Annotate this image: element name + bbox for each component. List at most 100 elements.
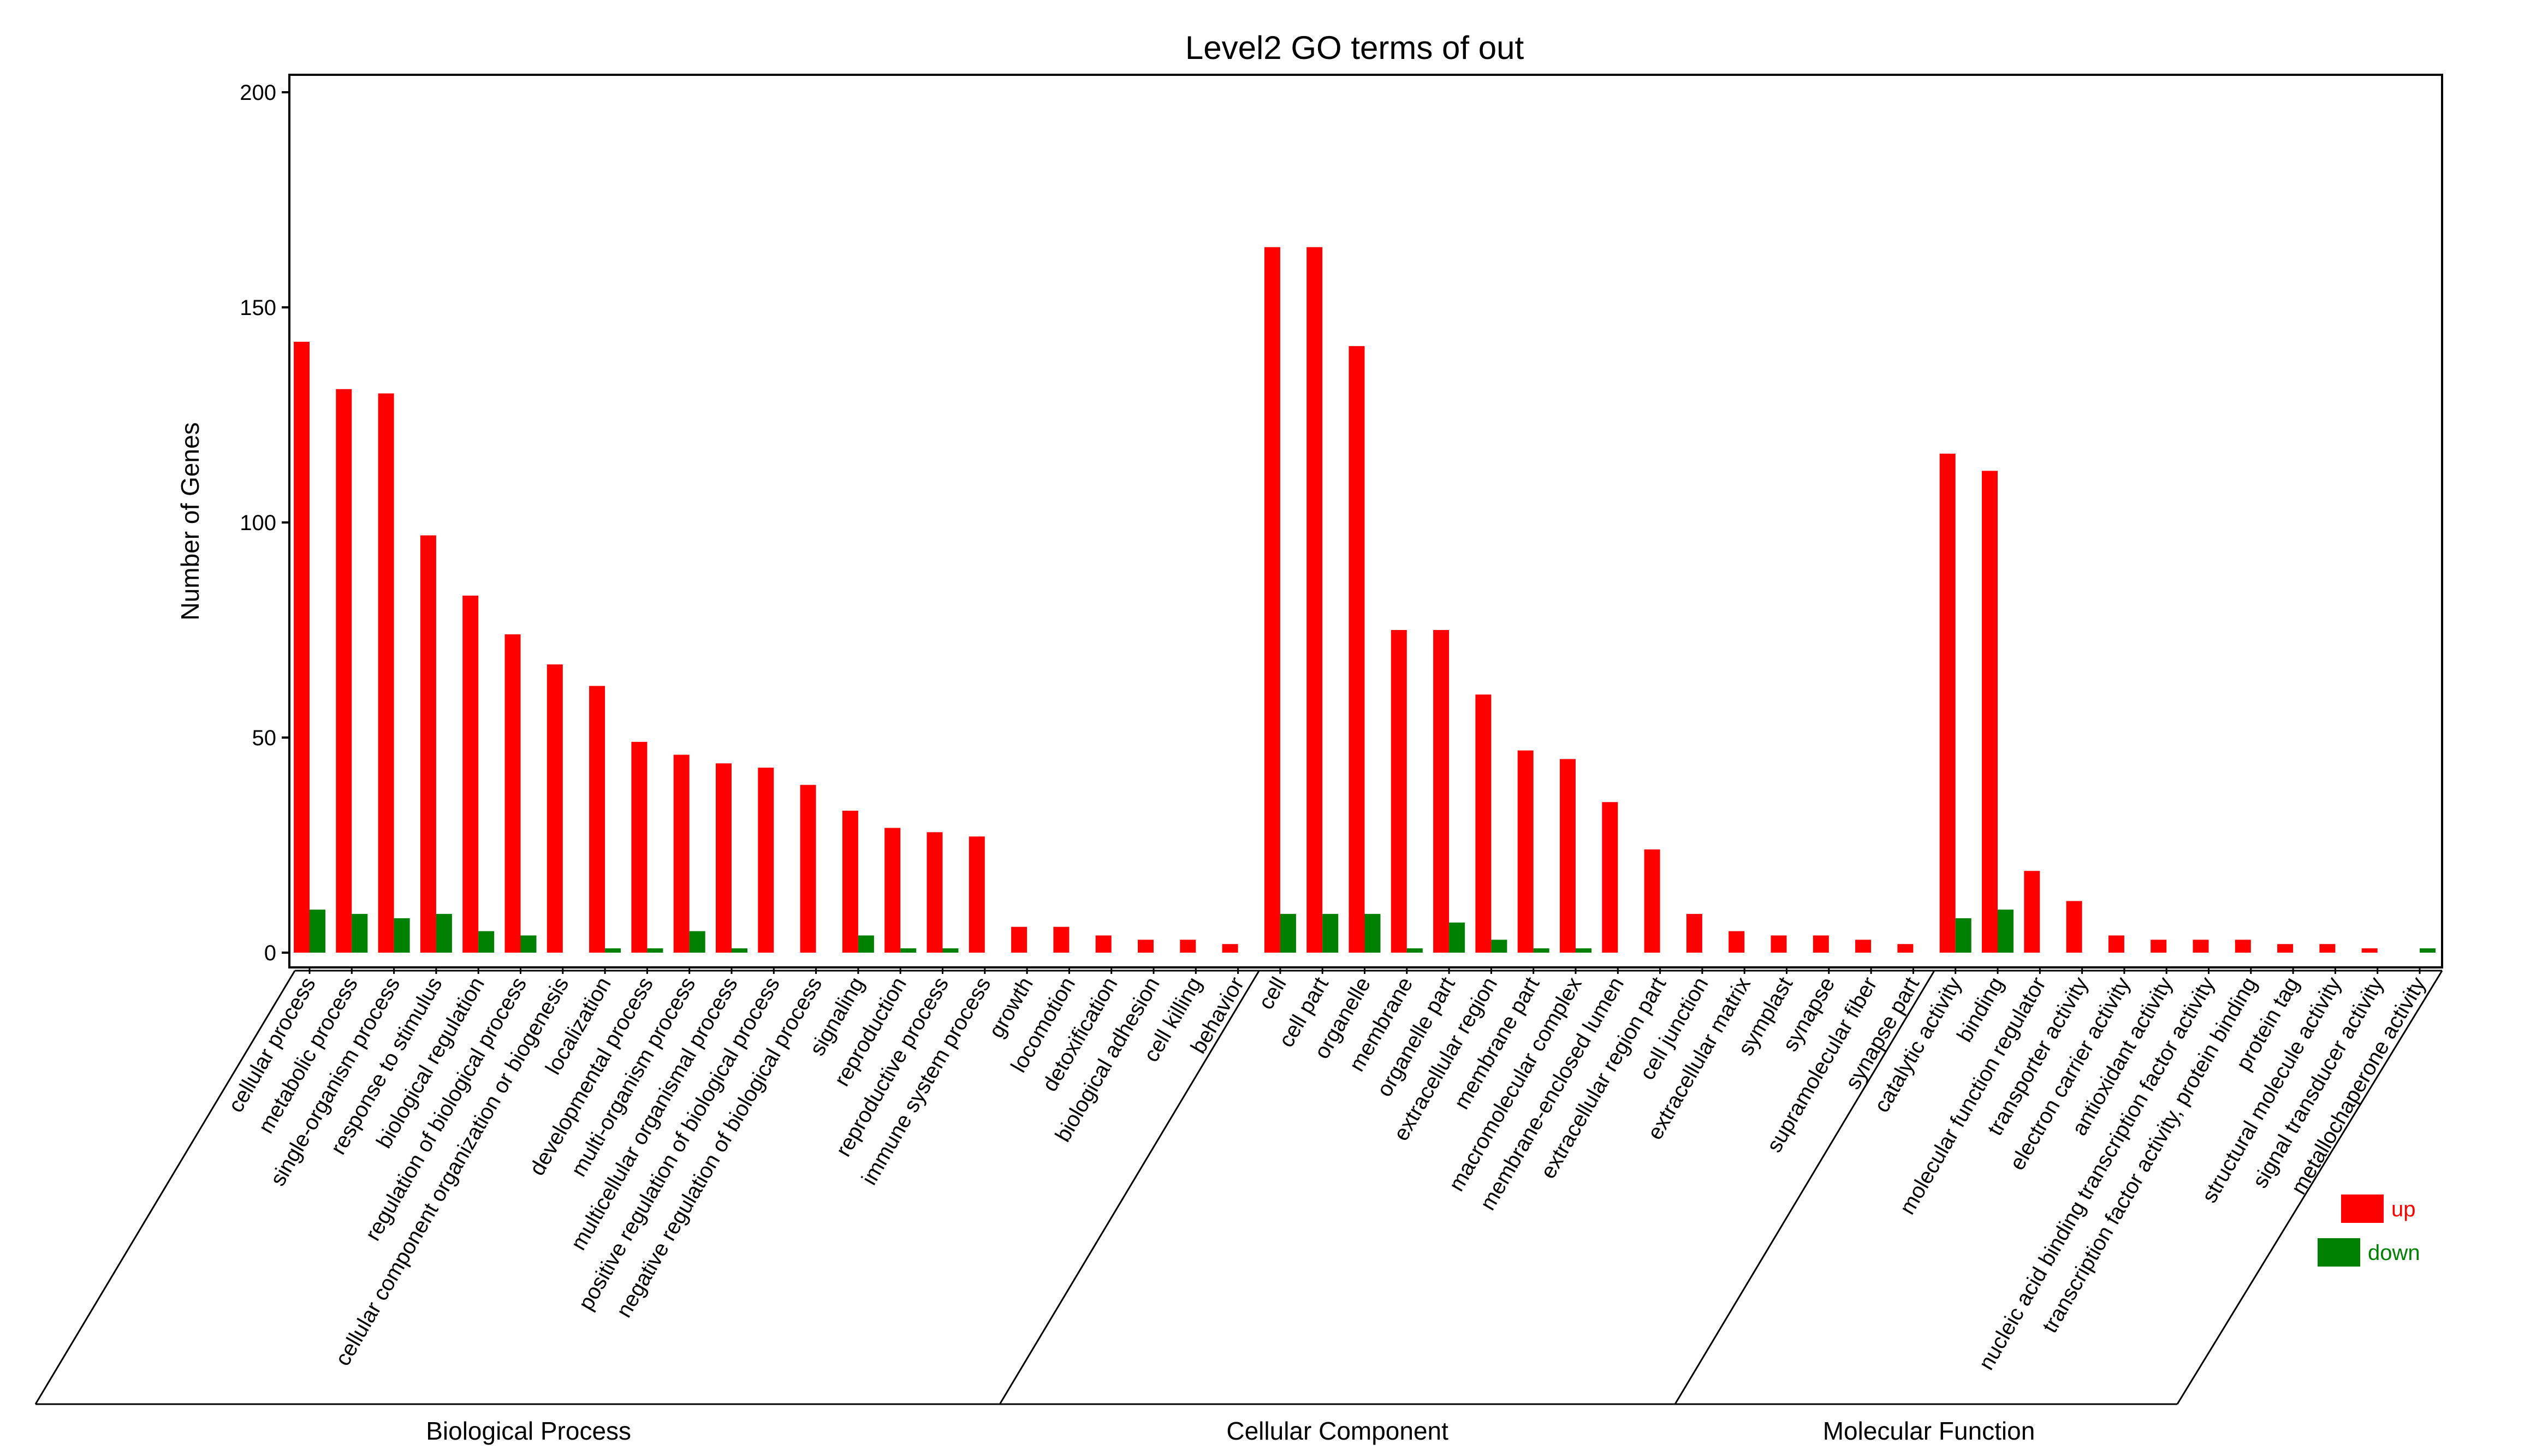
bar-down [310, 910, 325, 953]
bar-down [1280, 914, 1296, 953]
bar-up [1982, 471, 1998, 953]
bar-up [1391, 630, 1407, 953]
legend-label-down: down [2368, 1241, 2420, 1265]
bar-down [1491, 940, 1507, 953]
bar-up [1180, 940, 1196, 953]
group-label: Cellular Component [1226, 1417, 1448, 1445]
bar-down [942, 948, 959, 953]
legend-swatch-up [2341, 1194, 2384, 1223]
y-axis: 0 50 100 150 200 [240, 81, 289, 965]
bar-up [1813, 935, 1829, 953]
bar-down [605, 948, 621, 953]
group-label: Molecular Function [1823, 1417, 2035, 1445]
group-separator [2176, 970, 2443, 1405]
bar-up [2277, 944, 2294, 953]
bar-up [969, 836, 985, 953]
bar-up [294, 342, 310, 953]
bar-up [2235, 940, 2251, 953]
bar-down [2420, 948, 2436, 953]
bar-down [647, 948, 663, 953]
bar-up [1053, 926, 1070, 953]
bar-up [1349, 346, 1365, 953]
y-axis-label: Number of Genes [176, 422, 204, 620]
bar-up [716, 763, 732, 953]
bar-up [1433, 630, 1450, 953]
x-tick-label: cell [1254, 973, 1291, 1014]
bar-up [1264, 247, 1280, 953]
group-label: Biological Process [426, 1417, 631, 1445]
bar-up [420, 535, 436, 953]
y-tick-label: 150 [240, 296, 276, 320]
bar-up [2361, 948, 2378, 953]
bar-up [1138, 940, 1154, 953]
chart-title: Level2 GO terms of out [1185, 29, 1524, 66]
bar-up [2066, 901, 2082, 953]
bar-up [884, 828, 901, 953]
bar-up [547, 664, 563, 953]
group-separator [34, 970, 296, 1405]
bar-down [1449, 922, 1465, 953]
bar-down [732, 948, 747, 953]
group-separator [999, 970, 1260, 1405]
bar-down [1576, 948, 1591, 953]
bar-up [1560, 759, 1576, 953]
bar-up [1602, 802, 1618, 953]
bar-up [758, 768, 774, 953]
bar-up [1011, 926, 1027, 953]
plot-area-frame [288, 74, 2443, 968]
bar-up [673, 754, 690, 953]
y-tick-label: 50 [252, 726, 277, 750]
bar-down [900, 948, 917, 953]
bar-down [1998, 910, 2014, 953]
bar-up [2319, 944, 2336, 953]
bar-up [1855, 940, 1872, 953]
legend-label-up: up [2391, 1197, 2416, 1221]
bar-up [2193, 940, 2209, 953]
bar-up [631, 741, 648, 953]
bar-down [1406, 948, 1423, 953]
bar-up [336, 389, 352, 953]
bar-up [1644, 849, 1660, 953]
bar-up [2151, 940, 2167, 953]
bar-down [1364, 914, 1381, 953]
bar-up [1771, 935, 1787, 953]
bar-up [2024, 871, 2040, 953]
y-tick-label: 0 [264, 941, 276, 965]
bar-up [1095, 935, 1112, 953]
group-separator [1674, 970, 1935, 1405]
bar-up [1222, 944, 1238, 953]
bars [294, 247, 2436, 953]
bar-down [478, 931, 495, 953]
bar-up [378, 393, 394, 953]
category-groups: Biological Process Cellular Component Mole… [34, 970, 2443, 1445]
bar-up [926, 832, 943, 953]
bar-up [504, 634, 521, 953]
bar-up [1306, 247, 1323, 953]
bar-down [394, 918, 410, 953]
bar-up [2108, 935, 2124, 953]
legend: up down [2318, 1194, 2420, 1267]
bar-down [689, 931, 705, 953]
bar-up [1939, 453, 1956, 953]
bar-up [1686, 914, 1702, 953]
y-tick-label: 100 [240, 511, 276, 535]
bar-up [1897, 944, 1914, 953]
bar-down [1955, 918, 1971, 953]
bar-down [352, 914, 368, 953]
bar-down [520, 935, 537, 953]
bar-up [589, 686, 605, 953]
bar-up [1475, 694, 1492, 953]
bar-up [1517, 750, 1534, 953]
bar-up [800, 785, 816, 953]
y-tick-label: 200 [240, 81, 276, 105]
bar-down [1322, 914, 1339, 953]
bar-up [1729, 931, 1745, 953]
bar-up [842, 810, 858, 953]
bar-up [462, 595, 479, 953]
bar-down [858, 935, 874, 953]
legend-swatch-down [2318, 1238, 2360, 1267]
bar-down [436, 914, 452, 953]
bar-down [1533, 948, 1549, 953]
